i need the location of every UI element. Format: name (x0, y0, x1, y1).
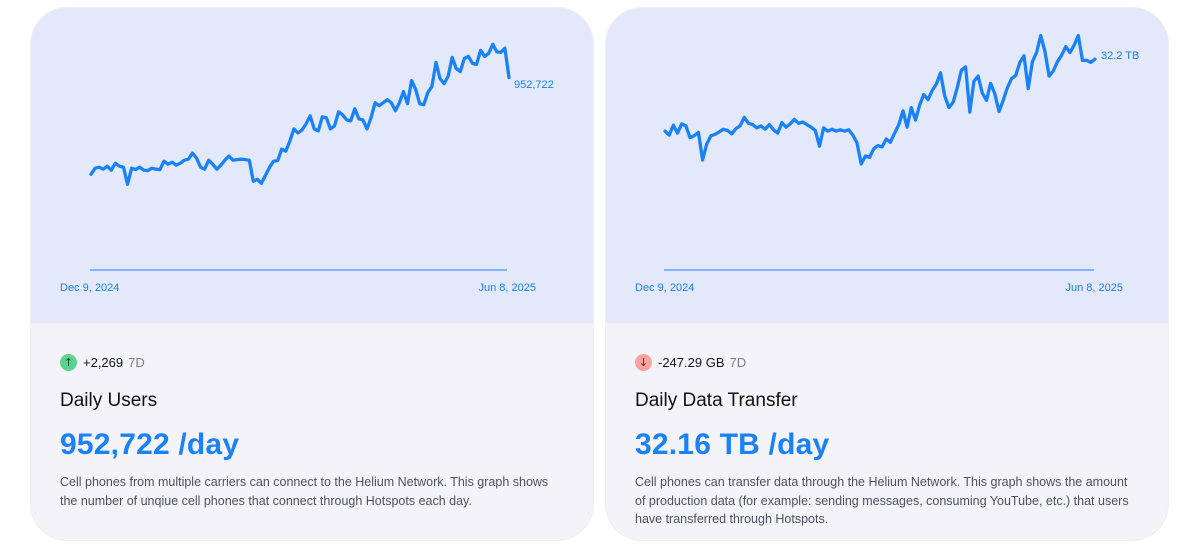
end-value-label: 32.2 TB (1101, 50, 1139, 62)
users-delta-value: +2,269 (83, 354, 124, 370)
data-title: Daily Data Transfer (635, 390, 798, 411)
data-chart-area: 32.2 TB Dec 9, 2024 Jun 8, 2025 (606, 8, 1168, 323)
users-info: ↑ +2,269 7D Daily Users 952,722 /day Cel… (60, 352, 569, 510)
users-series-line (89, 42, 511, 186)
users-value: 952,722 /day (60, 428, 240, 461)
users-delta: ↑ +2,269 7D (60, 352, 569, 372)
x-end-tick-label: Jun 8, 2025 (479, 282, 537, 294)
arrow-down-icon: ↓ (635, 353, 652, 371)
x-start-tick-label: Dec 9, 2024 (635, 282, 694, 294)
users-delta-period: 7D (128, 354, 145, 370)
data-description: Cell phones can transfer data through th… (635, 475, 1129, 526)
data-delta: ↓ -247.29 GB 7D (635, 352, 1144, 372)
users-chart-area: 952,722 Dec 9, 2024 Jun 8, 2025 (31, 8, 593, 323)
users-line-chart: 952,722 Dec 9, 2024 Jun 8, 2025 (60, 42, 554, 294)
data-info: ↓ -247.29 GB 7D Daily Data Transfer 32.1… (635, 352, 1144, 529)
data-delta-period: 7D (729, 354, 747, 370)
data-transfer-series-line (663, 33, 1097, 166)
daily-users-card: 952,722 Dec 9, 2024 Jun 8, 2025 ↑ +2,269… (31, 8, 593, 540)
data-delta-value: -247.29 GB (658, 354, 725, 370)
arrow-up-icon: ↑ (60, 353, 77, 371)
x-start-tick-label: Dec 9, 2024 (60, 282, 119, 294)
daily-data-transfer-card: 32.2 TB Dec 9, 2024 Jun 8, 2025 ↓ -247.2… (606, 8, 1168, 540)
x-end-tick-label: Jun 8, 2025 (1066, 282, 1124, 294)
data-value: 32.16 TB /day (635, 428, 830, 461)
users-title: Daily Users (60, 390, 158, 411)
data-transfer-line-chart: 32.2 TB Dec 9, 2024 Jun 8, 2025 (635, 33, 1139, 294)
users-description: Cell phones from multiple carriers can c… (60, 475, 549, 508)
end-value-label: 952,722 (514, 79, 554, 91)
